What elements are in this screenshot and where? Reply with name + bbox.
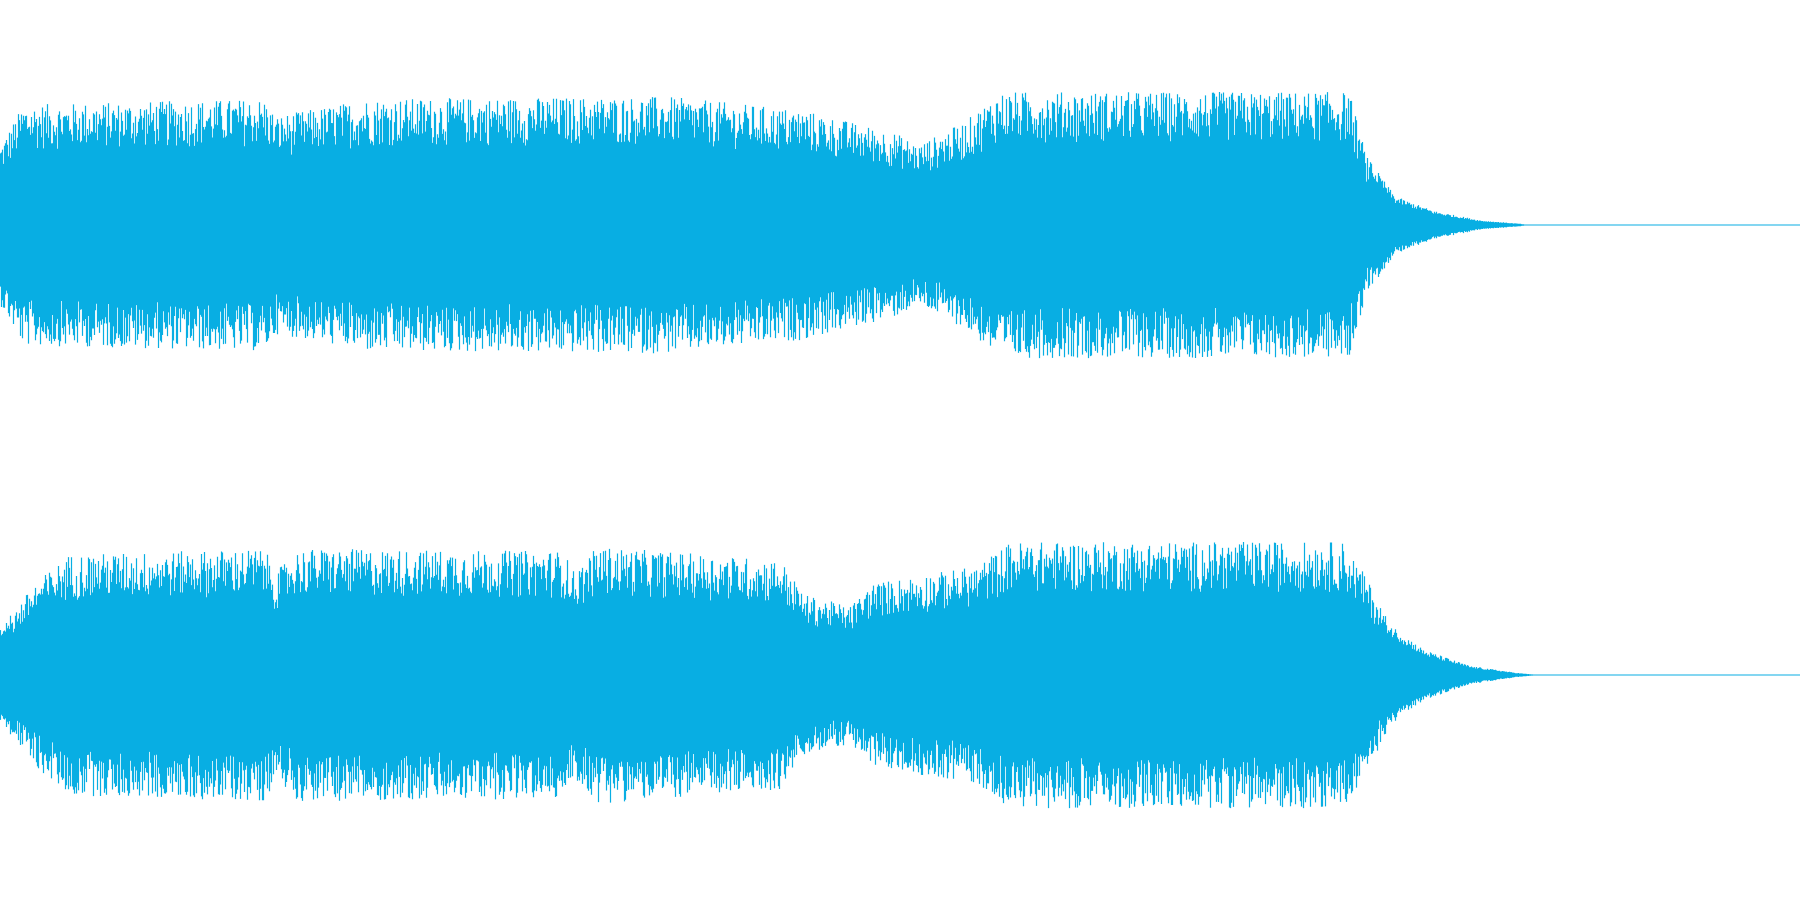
left-channel-waveform [0,92,1527,359]
right-channel-waveform [0,542,1537,809]
